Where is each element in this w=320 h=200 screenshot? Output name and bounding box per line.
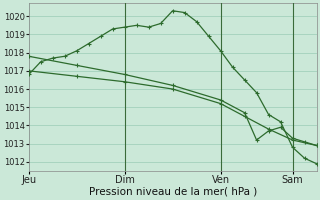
X-axis label: Pression niveau de la mer( hPa ): Pression niveau de la mer( hPa )	[89, 187, 257, 197]
